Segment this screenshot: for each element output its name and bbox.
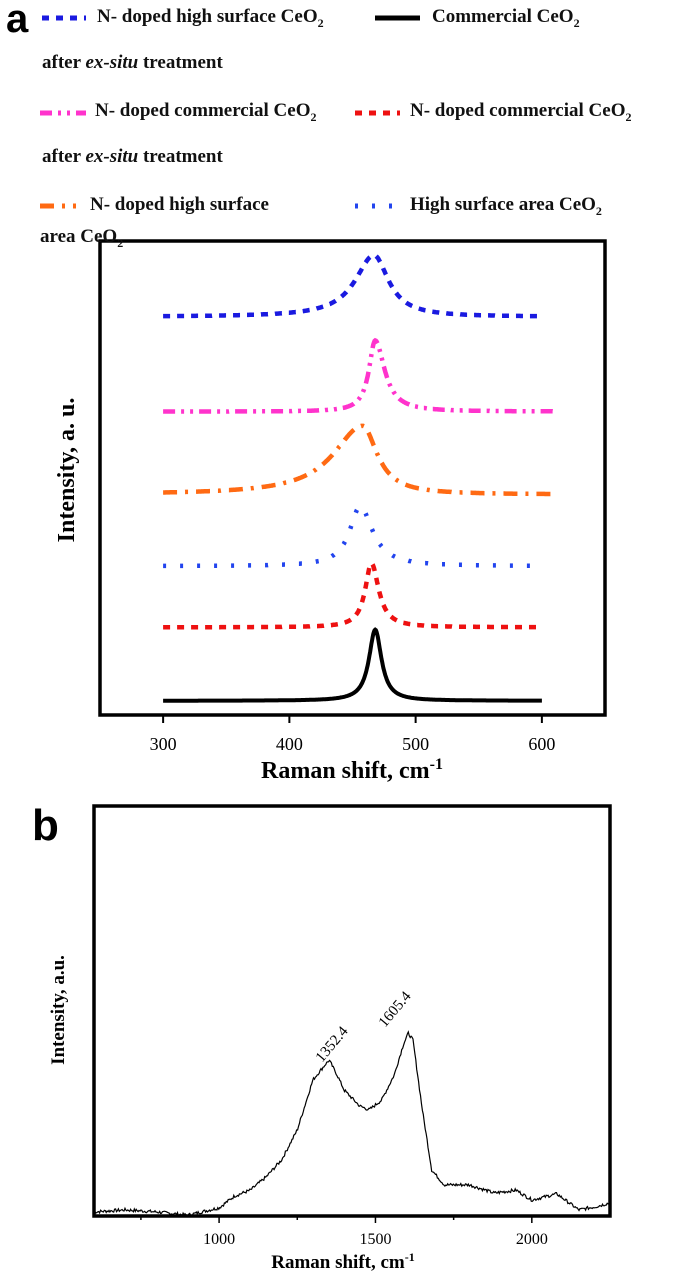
x-axis-label-b-sup: -1 [405,1250,415,1264]
legend-label-continued: after ex-situ treatment [42,52,223,73]
y-axis-label-b: Intensity, a.u. [48,955,69,1065]
legend-label-continued: area CeO2 [40,226,124,250]
legend-label: N- doped high surface [90,194,269,215]
x-ticks-a: 300 400 500 600 [150,715,555,754]
legend-label: High surface area CeO2 [410,194,602,218]
legend-label: N- doped high surface CeO2 [97,6,324,30]
x-axis-label-a-sup: -1 [430,756,443,773]
x-axis-label-b: Raman shift, cm-1 [271,1250,415,1273]
plot-area-b [93,1030,611,1218]
legend-label: Commercial CeO2 [432,6,580,30]
series-line-3 [163,560,542,630]
legend-symbols [40,15,420,209]
legend-label-continued: after ex-situ treatment [42,146,223,167]
x-tick-label: 500 [402,734,429,754]
spectrum-line [93,1030,611,1218]
legend-label: N- doped commercial CeO2 [410,100,632,124]
frame-a [98,239,607,717]
x-tick-label: 1500 [359,1231,391,1248]
series-line-4 [163,423,555,497]
panel-label-a: a [6,0,29,41]
legend-label: N- doped commercial CeO2 [95,100,317,124]
x-axis-label-a: Raman shift, cm-1 [261,756,443,784]
peak-label: 1605.4 [376,988,415,1030]
x-tick-label: 400 [276,734,303,754]
series-line-1 [163,627,542,703]
series-line-2 [163,337,555,414]
frame-b [92,804,612,1218]
x-tick-label: 600 [528,734,555,754]
x-tick-label: 1000 [203,1231,235,1248]
peak-annotations: 1352.4 1605.4 [313,988,415,1065]
x-axis-label-b-text: Raman shift, cm [271,1252,405,1273]
x-tick-label: 300 [150,734,177,754]
x-ticks-b: 1000 1500 2000 [140,1216,548,1248]
y-axis-label-a: Intensity, a. u. [54,398,80,543]
series-line-0 [163,252,542,319]
panel-label-b: b [32,801,59,850]
series-line-5 [163,504,543,569]
x-axis-label-a-text: Raman shift, cm [261,758,430,784]
x-tick-label: 2000 [516,1231,548,1248]
plot-area-a [163,252,555,703]
peak-label: 1352.4 [313,1023,352,1065]
